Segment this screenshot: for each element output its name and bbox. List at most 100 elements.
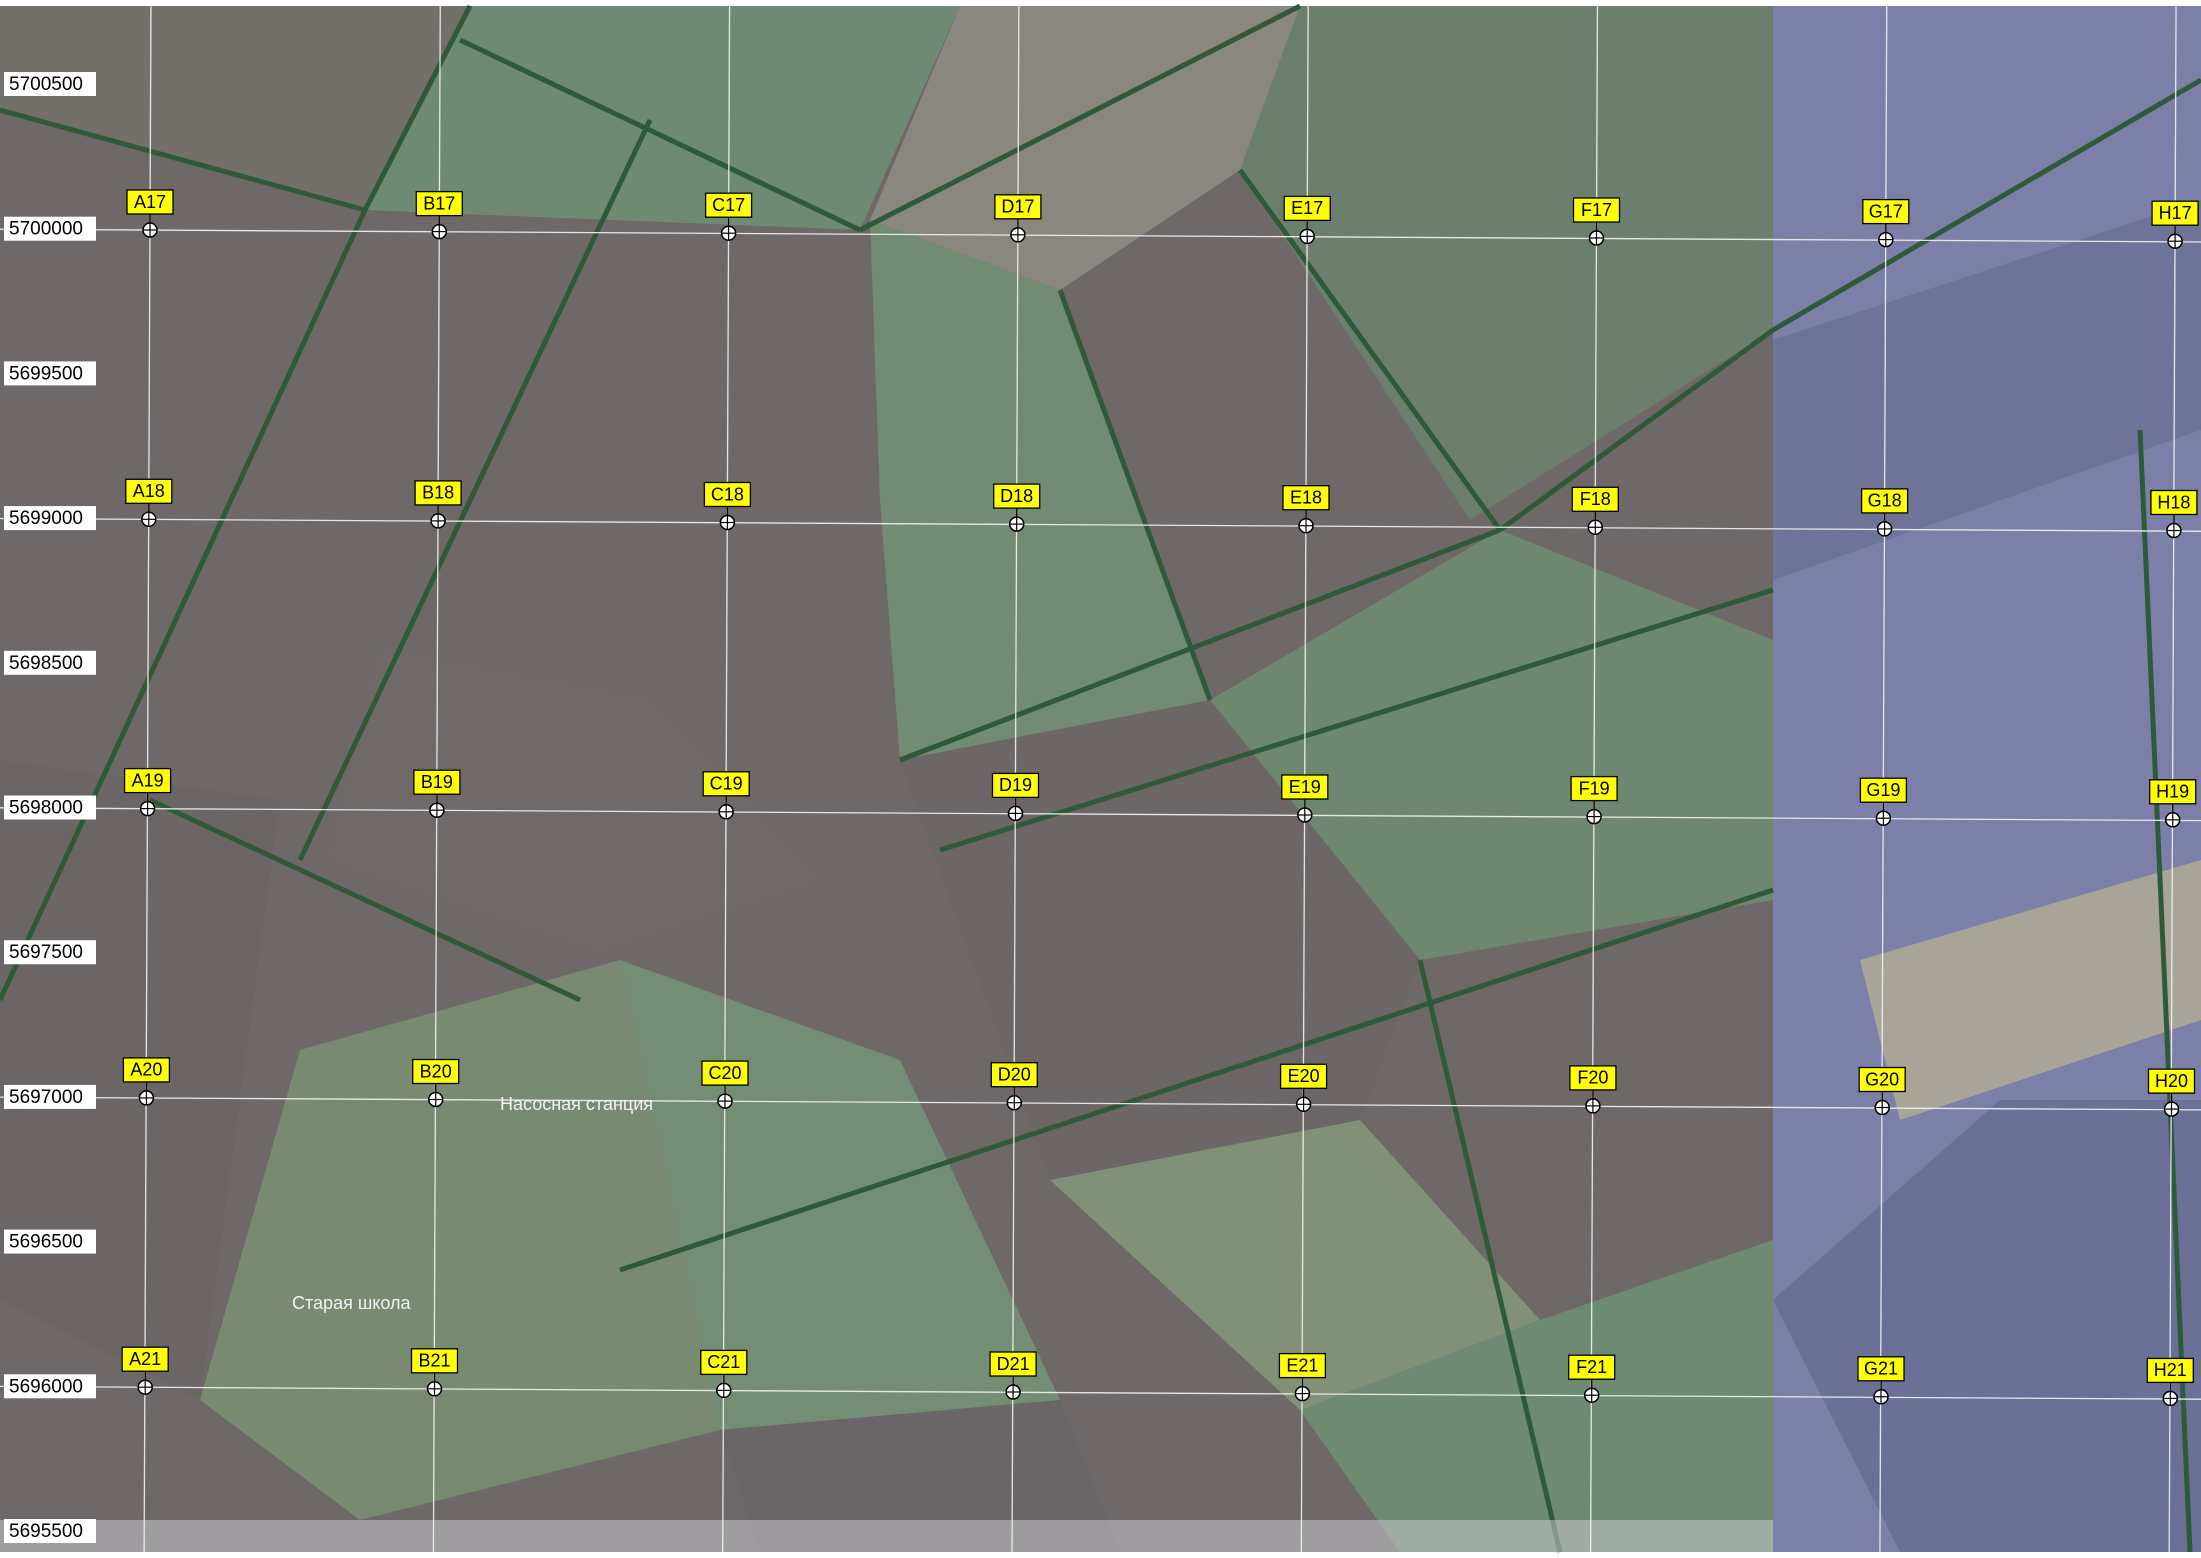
northing-box <box>4 216 96 241</box>
field <box>0 6 470 210</box>
point-label: F17 <box>1581 200 1612 220</box>
point-label: D20 <box>998 1064 1031 1084</box>
northing-label: 5700500 <box>9 74 83 95</box>
point-label: D18 <box>1000 486 1033 506</box>
northing-box <box>4 1084 96 1109</box>
northing-box <box>4 1229 96 1254</box>
place-label: Насосная станция <box>500 1094 653 1114</box>
field <box>1050 1120 1540 1410</box>
point-label: E20 <box>1288 1066 1320 1086</box>
point-label: G19 <box>1866 780 1900 800</box>
point-label: A17 <box>134 192 166 212</box>
northing-box <box>4 72 96 96</box>
point-label: A18 <box>133 481 165 501</box>
point-label: G18 <box>1868 491 1902 511</box>
point-label: H21 <box>2154 1360 2187 1380</box>
point-label: F20 <box>1577 1068 1608 1088</box>
point-label-box <box>1572 197 1621 223</box>
point-label: H18 <box>2157 492 2190 512</box>
point-label: C20 <box>708 1063 741 1083</box>
point-label: E21 <box>1286 1355 1318 1375</box>
point-label: A21 <box>129 1349 161 1369</box>
point-label-box <box>2147 1068 2196 1094</box>
haze-strip <box>0 1520 1773 1552</box>
point-label-box <box>413 769 461 795</box>
field <box>1240 6 1773 520</box>
point-label: C21 <box>707 1352 740 1372</box>
point-label: H20 <box>2155 1071 2188 1091</box>
point-label: A20 <box>130 1060 162 1080</box>
point-label: B17 <box>423 193 455 213</box>
point-label: E18 <box>1290 487 1322 507</box>
point-label-box <box>700 1349 748 1376</box>
northing-box <box>4 795 96 820</box>
grid-line <box>0 1096 2201 1111</box>
point-label: E19 <box>1289 777 1321 797</box>
grid-line <box>0 517 2201 532</box>
grid-line <box>0 228 2201 243</box>
northing-label: 5696500 <box>9 1232 83 1253</box>
point-label: B19 <box>421 772 453 792</box>
northing-label: 5698000 <box>9 798 83 819</box>
field <box>870 6 1300 290</box>
imagery <box>0 3 2201 1553</box>
point-label-box <box>1862 198 1910 225</box>
grid-line <box>2168 5 2177 1553</box>
tree-lines <box>0 3 2201 1553</box>
northing-box <box>4 1519 96 1543</box>
point-label-box <box>2151 200 2199 226</box>
point-label-box <box>410 1348 459 1374</box>
point-label: C17 <box>712 195 745 215</box>
field <box>330 650 820 950</box>
point-label-box <box>993 483 1041 509</box>
northing-label: 5697500 <box>9 942 83 963</box>
northing-label: 5697000 <box>9 1087 83 1108</box>
point-label-box <box>1860 488 1909 514</box>
point-label-box <box>1859 777 1908 803</box>
northing-label: 5698500 <box>9 653 83 674</box>
field <box>1300 1240 1773 1552</box>
point-label-box <box>123 767 172 794</box>
grid-line <box>0 1385 2201 1400</box>
point-label: E17 <box>1291 198 1323 218</box>
point-label-box <box>1571 486 1619 512</box>
place-label: Старая школа <box>292 1293 411 1313</box>
field <box>365 6 960 230</box>
point-label-box <box>990 1062 1038 1088</box>
northing-label: 5696000 <box>9 1376 83 1397</box>
grid <box>0 5 2201 1553</box>
point-label-box <box>2150 489 2198 516</box>
point-label: D19 <box>999 775 1032 795</box>
point-label-box <box>126 189 174 215</box>
point-label: D21 <box>997 1354 1030 1374</box>
point-label: F19 <box>1579 778 1610 798</box>
grid-points: A17 B17 C17 D17 E17 F17 G17 H17 A18 B18 C18 D18 E18 F… <box>121 189 2199 1407</box>
point-label: H19 <box>2156 782 2189 802</box>
point-label-box <box>1858 1066 1906 1093</box>
point-label-box <box>1279 1063 1328 1089</box>
northing-label: 5699500 <box>9 363 83 384</box>
point-label: B20 <box>420 1061 452 1081</box>
point-label: D17 <box>1001 197 1034 217</box>
field <box>720 1400 1120 1552</box>
field <box>1210 530 1773 960</box>
northing-labels: 5700500 5700000 5699500 5699000 5698500 56980… <box>4 72 96 1543</box>
point-label: H17 <box>2159 203 2192 223</box>
point-label: C19 <box>710 774 743 794</box>
northing-label: 5695500 <box>9 1521 83 1542</box>
point-label: G17 <box>1869 201 1903 221</box>
point-label: A19 <box>132 770 164 790</box>
northing-box <box>4 361 96 386</box>
point-label: G20 <box>1865 1069 1899 1089</box>
field <box>1860 860 2201 1120</box>
point-label-box <box>991 772 1040 799</box>
point-label-box <box>1568 1354 1616 1380</box>
point-label-box <box>2149 779 2197 805</box>
point-label-box <box>1857 1356 1905 1382</box>
point-label: B18 <box>422 483 454 503</box>
northing-box <box>4 650 96 675</box>
point-label: F21 <box>1576 1357 1607 1377</box>
point-label-box <box>1569 1065 1617 1091</box>
